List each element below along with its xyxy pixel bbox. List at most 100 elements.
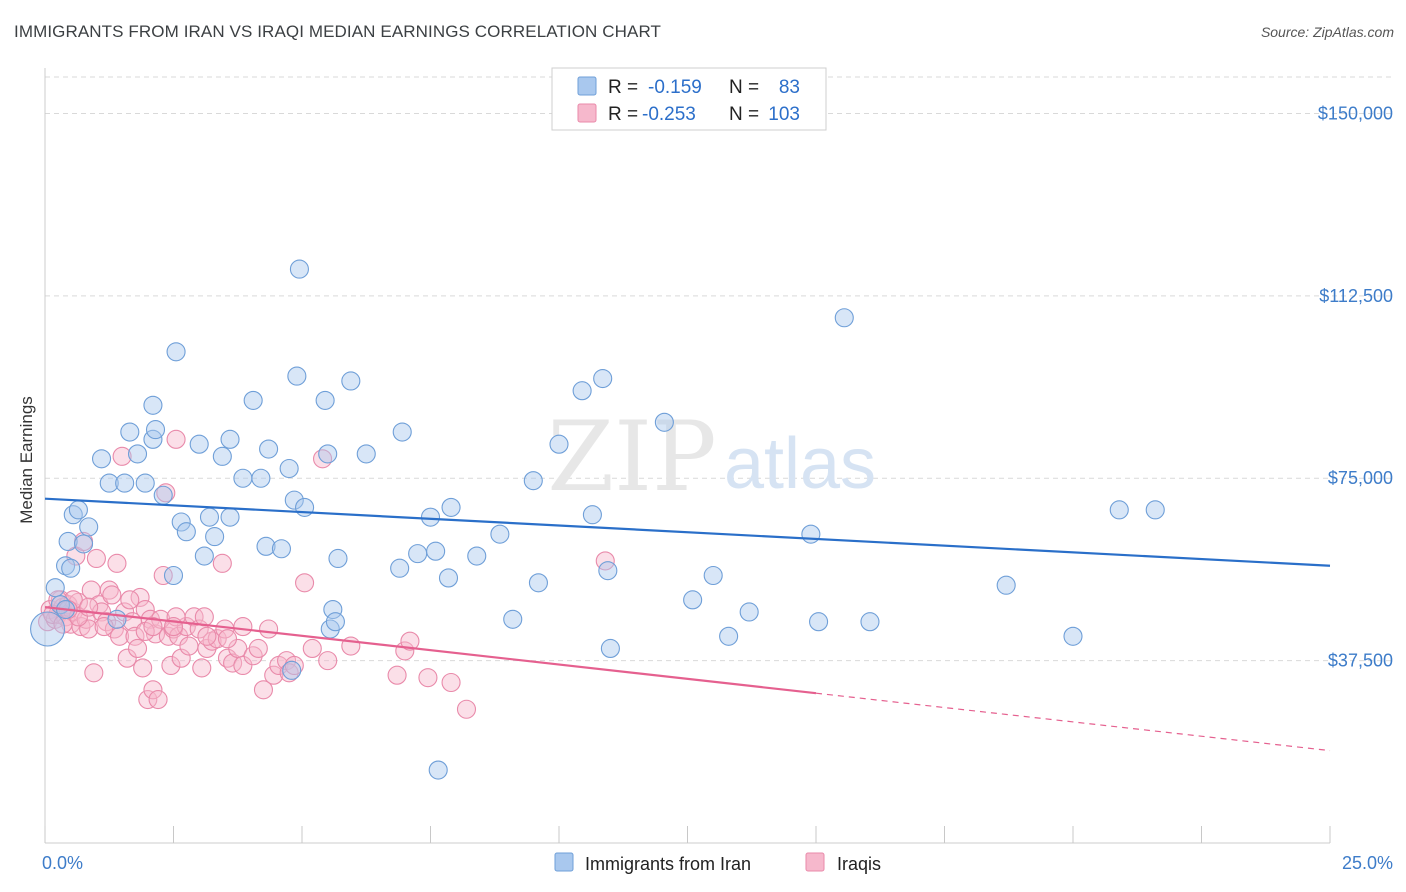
stats-legend-box xyxy=(551,67,827,131)
iran-point xyxy=(256,536,276,556)
x-tick-label-min: 0.0% xyxy=(42,853,83,873)
iran-point xyxy=(809,612,829,632)
iraqis-point xyxy=(112,446,132,466)
iran-point xyxy=(30,611,66,647)
iran-point xyxy=(233,468,253,488)
iraqis-point xyxy=(259,619,279,639)
stats-legend: R = -0.159 N = 83 R = -0.253 N = 103 xyxy=(551,67,827,131)
iran-point xyxy=(860,612,880,632)
iran-point xyxy=(251,468,271,488)
series-iraqis-points xyxy=(38,429,615,719)
iran-point xyxy=(1109,500,1129,520)
iran-point xyxy=(205,527,225,547)
iraqis-point xyxy=(284,655,304,676)
iran-point xyxy=(318,444,338,464)
iran-point xyxy=(467,546,487,566)
legend-swatch-iran xyxy=(577,76,597,96)
iran-point xyxy=(243,390,263,410)
legend-swatch-iraqis xyxy=(577,103,597,123)
iraqis-point xyxy=(120,590,140,610)
iraqis-point xyxy=(156,483,176,503)
source-label: Source: ZipAtlas.com xyxy=(1260,24,1394,40)
watermark-atlas: atlas xyxy=(724,424,876,504)
series-iran-points xyxy=(30,259,1165,780)
iraqis-point xyxy=(143,617,163,637)
iran-point xyxy=(45,578,65,598)
iraqis-point xyxy=(212,553,232,573)
iran-point xyxy=(582,505,602,525)
iran-point xyxy=(834,308,854,328)
legend-n-value-2: 103 xyxy=(768,104,800,125)
iran-point xyxy=(166,342,186,362)
iran-point xyxy=(549,434,569,454)
iran-point xyxy=(127,444,148,464)
iraqis-point xyxy=(248,638,268,659)
iraqis-point xyxy=(192,658,212,678)
iran-point xyxy=(171,512,191,532)
iraqis-point xyxy=(161,655,181,676)
iran-point xyxy=(1145,500,1165,520)
iran-point xyxy=(145,420,166,440)
iran-point xyxy=(801,524,821,544)
iran-point xyxy=(212,446,232,466)
iran-point xyxy=(199,507,220,527)
iran-point xyxy=(99,473,119,493)
iran-point xyxy=(315,390,335,410)
iraqis-point xyxy=(264,665,284,685)
iran-point xyxy=(428,760,448,780)
iraqis-point xyxy=(53,614,73,634)
y-axis-title: Median Earnings xyxy=(17,396,36,524)
iran-point xyxy=(341,371,361,391)
iran-point xyxy=(703,565,723,586)
iran-point xyxy=(135,473,155,493)
axes xyxy=(44,68,1331,844)
iraqis-point xyxy=(253,680,274,700)
iran-point xyxy=(176,522,196,542)
iran-point xyxy=(503,609,523,629)
iran-point xyxy=(56,556,76,576)
iran-point xyxy=(259,439,279,459)
iran-point xyxy=(295,497,315,517)
iran-point xyxy=(408,544,428,564)
iran-point xyxy=(593,368,613,389)
iraqis-point xyxy=(171,648,191,668)
y-tick-label: $112,500 xyxy=(1319,286,1393,306)
legend-r-value-1: -0.159 xyxy=(648,77,702,98)
iraqis-point xyxy=(43,604,63,624)
y-tick-label: $37,500 xyxy=(1328,651,1393,671)
iran-point xyxy=(143,395,163,415)
iran-point xyxy=(654,412,674,432)
iran-point xyxy=(107,609,127,629)
iraqis-point xyxy=(138,689,158,710)
iraqis-point xyxy=(117,648,137,668)
legend-r-label-1: R = xyxy=(608,77,638,98)
iraqis-point xyxy=(302,638,322,659)
bottom-legend-swatch-iran xyxy=(554,852,574,872)
iraqis-point xyxy=(387,665,407,685)
iran-point xyxy=(325,612,345,632)
iran-point xyxy=(996,575,1016,595)
iraqis-point xyxy=(143,680,163,700)
iraqis-point xyxy=(102,585,122,605)
iran-point xyxy=(523,471,543,491)
iraqis-trend-line-extrapolated xyxy=(815,692,1331,752)
iran-point xyxy=(441,497,461,517)
y-tick-label: $75,000 xyxy=(1328,468,1393,488)
iran-point xyxy=(68,500,88,520)
legend-r-label-2: R = xyxy=(608,104,638,125)
iran-point xyxy=(279,458,299,479)
iraqis-point xyxy=(456,699,477,719)
iran-point xyxy=(163,565,184,586)
iran-point xyxy=(189,434,209,454)
iran-point xyxy=(1063,626,1083,646)
iraqis-point xyxy=(153,565,173,586)
bottom-legend-label-iran: Immigrants from Iran xyxy=(585,854,751,874)
iraqis-point xyxy=(107,553,127,573)
iraqis-point xyxy=(418,668,438,688)
iraqis-point xyxy=(295,573,315,593)
iran-point xyxy=(282,660,302,680)
iran-point xyxy=(58,531,78,552)
iran-point xyxy=(323,600,343,620)
iraqis-point xyxy=(133,658,153,678)
